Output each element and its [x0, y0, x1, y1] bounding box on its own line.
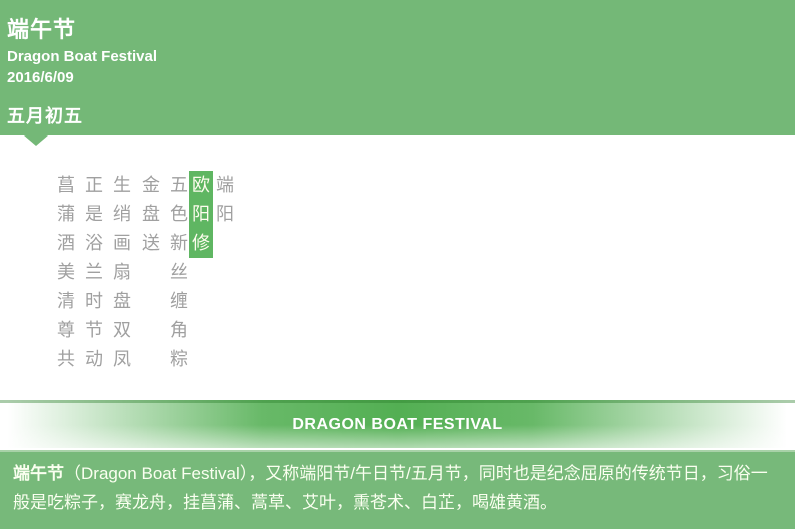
footer-lead-text: 端午节 [13, 464, 64, 483]
speech-bubble-tail [23, 135, 49, 146]
banner-title: DRAGON BOAT FESTIVAL [292, 416, 503, 433]
lunar-date: 五月初五 [7, 106, 83, 126]
poem-title-column: 端阳 [216, 175, 234, 224]
festival-date: 2016/6/09 [7, 69, 74, 86]
poem-column-2: 正是浴兰时节动 [85, 175, 103, 369]
footer-description: 端午节（Dragon Boat Festival），又称端阳节/午日节/五月节，… [0, 450, 795, 529]
poem-author-highlight: 欧阳修 [189, 171, 213, 258]
poem-column-1: 菖蒲酒美清尊共 [57, 175, 75, 369]
poem-column-4: 金盘送 [142, 175, 160, 253]
poem-column-5: 五色新丝缠角粽 [170, 175, 188, 369]
festival-title-en: Dragon Boat Festival [7, 48, 158, 65]
gradient-banner: DRAGON BOAT FESTIVAL [0, 400, 795, 448]
footer-body-text: （Dragon Boat Festival），又称端阳节/午日节/五月节，同时也… [13, 464, 768, 512]
festival-title-cn: 端午节 [7, 17, 77, 42]
header-banner: 端午节 Dragon Boat Festival 2016/6/09 五月初五 [0, 0, 795, 135]
poem-column-3: 生绡画扇盘双凤 [113, 175, 131, 369]
